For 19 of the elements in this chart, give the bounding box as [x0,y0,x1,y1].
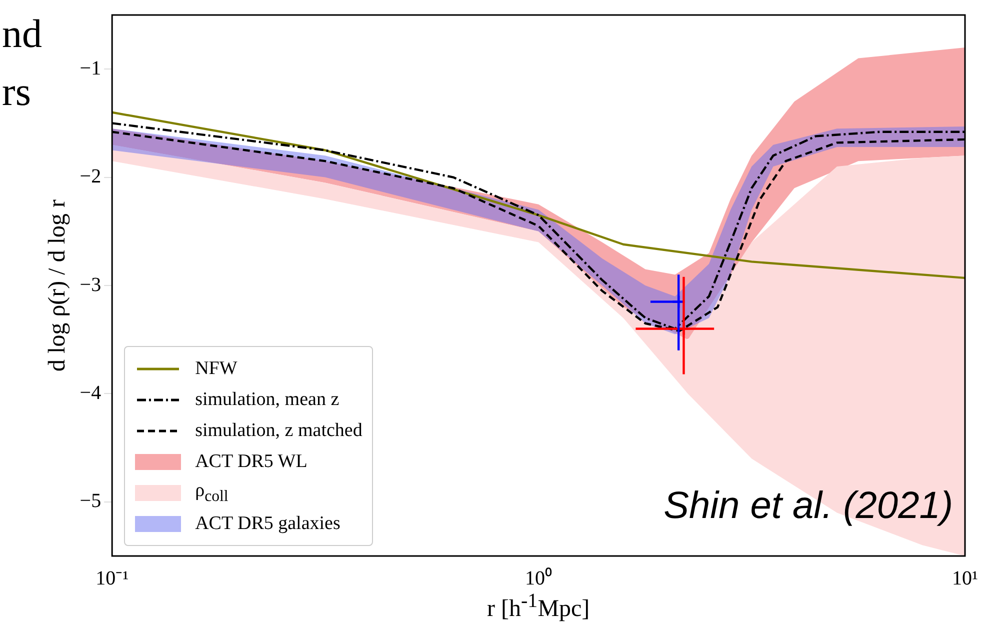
y-tick-label: −3 [80,274,102,296]
y-axis-title: d log ρ(r) / d log r [44,200,71,372]
y-tick-label: −4 [80,382,102,404]
x-tick-label: 10¹ [952,567,978,590]
text: rs [2,68,31,115]
annotation: Shin et al. (2021) [664,485,953,528]
legend-label: simulation, z matched [195,420,362,442]
text: nd [2,10,42,57]
y-tick-label: −2 [80,166,102,188]
x-axis-title: r [h$^{-1}$Mpc] [487,590,590,623]
legend-label: simulation, mean z [195,388,340,410]
legend-label: ρ$_{coll}$ [195,480,228,506]
y-tick-label: −1 [80,57,102,80]
legend-label: ACT DR5 galaxies [195,512,340,534]
y-tick-label: −5 [80,490,102,512]
x-tick-label: 10⁰ [525,566,552,590]
x-tick-label: 10⁻¹ [96,567,129,590]
legend-label: NFW [195,358,238,380]
legend-label: ACT DR5 WL [195,450,308,472]
